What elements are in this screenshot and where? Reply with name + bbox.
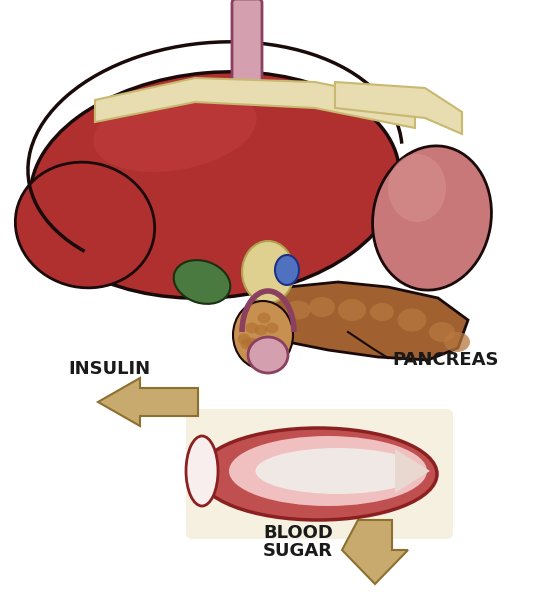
Ellipse shape xyxy=(186,436,218,506)
Ellipse shape xyxy=(370,303,394,321)
Text: PANCREAS: PANCREAS xyxy=(392,351,498,369)
Ellipse shape xyxy=(232,82,262,100)
Polygon shape xyxy=(395,449,430,493)
Ellipse shape xyxy=(258,307,286,329)
Ellipse shape xyxy=(174,260,231,304)
Ellipse shape xyxy=(233,301,293,369)
FancyBboxPatch shape xyxy=(232,0,262,95)
Ellipse shape xyxy=(388,154,446,222)
Ellipse shape xyxy=(237,334,251,344)
Polygon shape xyxy=(98,378,198,426)
Ellipse shape xyxy=(246,322,258,334)
Ellipse shape xyxy=(254,325,268,335)
Ellipse shape xyxy=(246,337,258,349)
Ellipse shape xyxy=(444,332,470,352)
Polygon shape xyxy=(246,282,468,360)
Text: INSULIN: INSULIN xyxy=(68,360,150,378)
Ellipse shape xyxy=(93,88,257,172)
Ellipse shape xyxy=(429,322,455,342)
Polygon shape xyxy=(95,78,415,128)
Ellipse shape xyxy=(258,313,270,323)
Text: BLOOD: BLOOD xyxy=(263,524,333,542)
Text: SUGAR: SUGAR xyxy=(263,542,333,560)
Ellipse shape xyxy=(241,338,253,349)
Ellipse shape xyxy=(30,72,400,298)
Ellipse shape xyxy=(373,146,492,290)
Ellipse shape xyxy=(242,241,294,303)
Ellipse shape xyxy=(398,308,426,331)
Ellipse shape xyxy=(248,337,288,373)
Ellipse shape xyxy=(229,436,427,506)
Ellipse shape xyxy=(255,448,420,494)
Ellipse shape xyxy=(199,428,437,520)
Polygon shape xyxy=(335,82,462,134)
Ellipse shape xyxy=(285,301,310,319)
Ellipse shape xyxy=(15,162,155,288)
Ellipse shape xyxy=(309,297,335,317)
Ellipse shape xyxy=(338,299,366,321)
Ellipse shape xyxy=(265,322,279,334)
Ellipse shape xyxy=(275,255,299,285)
FancyBboxPatch shape xyxy=(186,409,453,539)
Polygon shape xyxy=(342,520,408,584)
